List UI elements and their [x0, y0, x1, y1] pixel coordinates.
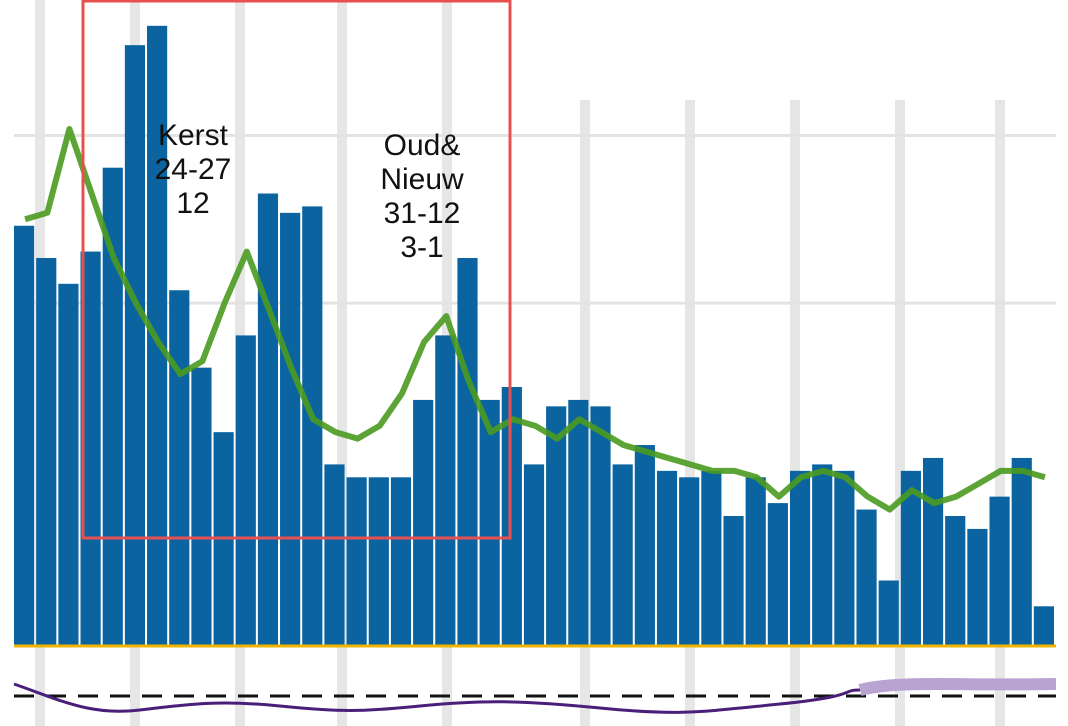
bar: [346, 477, 367, 645]
bar: [457, 258, 478, 645]
plot: [14, 25, 1056, 646]
bar: [612, 464, 633, 645]
annotation-text: 12: [176, 187, 209, 220]
trend-line: [24, 126, 1046, 513]
bar: [413, 399, 434, 645]
bar: [479, 399, 500, 645]
lower-line-band: [858, 678, 1057, 696]
bar: [124, 45, 146, 645]
bar: [878, 580, 899, 645]
bar: [80, 251, 101, 646]
bar: [989, 496, 1010, 645]
bar: [191, 367, 212, 645]
bar: [257, 193, 279, 645]
bar: [723, 516, 744, 645]
bar: [523, 464, 545, 645]
bar: [36, 258, 57, 645]
bar: [235, 335, 256, 645]
bar: [324, 464, 345, 645]
lower-line: [13, 682, 861, 714]
annotation-text: 3-1: [400, 231, 443, 264]
bar: [1033, 606, 1054, 645]
bar: [634, 445, 655, 645]
bar: [435, 335, 456, 645]
bar: [900, 470, 921, 645]
annotation-text: Nieuw: [380, 163, 464, 196]
bar: [102, 167, 123, 645]
bar: [501, 387, 522, 645]
bar: [812, 464, 833, 645]
bar: [745, 477, 766, 645]
annotation-text: Kerst: [158, 119, 229, 152]
bar: [390, 477, 412, 645]
bar: [945, 516, 966, 645]
bar: [789, 470, 811, 645]
bar: [280, 212, 301, 645]
bar: [656, 470, 678, 645]
bar: [701, 470, 722, 645]
bar: [302, 206, 323, 645]
bar: [368, 477, 389, 645]
bar: [58, 283, 79, 645]
annotation-text: 24-27: [155, 153, 232, 186]
bar: [856, 509, 877, 645]
bar: [767, 503, 788, 645]
bar: [1011, 457, 1032, 645]
bar: [834, 470, 855, 645]
annotation-text: 31-12: [384, 197, 461, 230]
bar: [568, 399, 589, 645]
highlight-box: [81, 0, 512, 540]
bar: [546, 406, 567, 645]
bar: [967, 528, 988, 645]
bar: [590, 406, 611, 645]
bar: [922, 457, 944, 645]
bar: [679, 477, 700, 645]
annotation-text: Oud&: [384, 129, 461, 162]
bar: [169, 290, 190, 645]
bar: [14, 225, 35, 645]
